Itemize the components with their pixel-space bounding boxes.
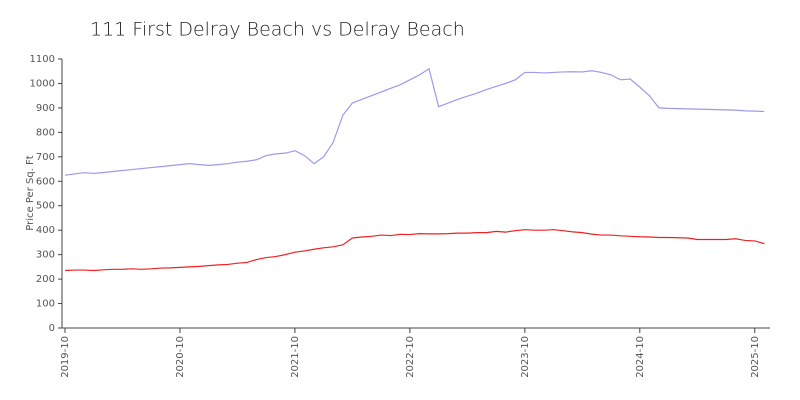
y-tick-label: 700 [36, 152, 55, 163]
y-tick-label: 300 [36, 250, 55, 261]
y-tick-label: 800 [36, 127, 55, 138]
y-tick-label: 1100 [30, 54, 55, 65]
x-tick-label: 2020-10 [175, 336, 186, 378]
x-tick-label: 2024-10 [635, 336, 646, 378]
y-tick-label: 400 [36, 225, 55, 236]
x-tick-label: 2019-10 [60, 336, 71, 378]
x-tick-label: 2022-10 [405, 336, 416, 378]
y-tick-label: 0 [49, 323, 55, 334]
x-tick-label: 2021-10 [290, 336, 301, 378]
y-tick-label: 600 [36, 176, 55, 187]
y-axis-label: Price Per Sq. Ft [25, 155, 36, 230]
y-tick-label: 900 [36, 103, 55, 114]
x-tick-label: 2025-10 [750, 336, 761, 378]
y-tick-label: 1000 [30, 78, 55, 89]
y-tick-label: 500 [36, 201, 55, 212]
line [64, 67, 765, 176]
y-tick-label: 200 [36, 274, 55, 285]
line [64, 229, 765, 272]
x-tick-label: 2023-10 [520, 336, 531, 378]
y-tick-label: 100 [36, 299, 55, 310]
chart-title: 111 First Delray Beach vs Delray Beach [90, 19, 465, 41]
